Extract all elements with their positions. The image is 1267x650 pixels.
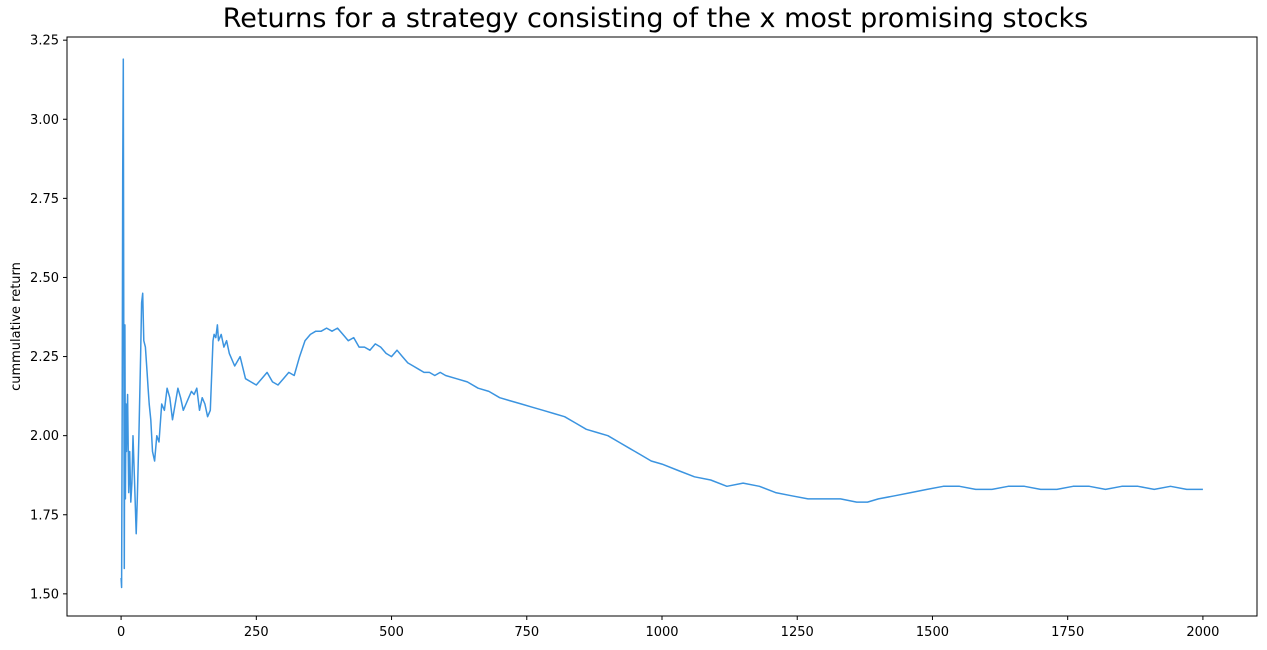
x-tick-label: 2000 [1186,625,1219,640]
y-tick-label: 2.25 [30,350,59,365]
x-tick-label: 250 [244,625,269,640]
y-tick-label: 1.50 [30,587,59,602]
plot-border [66,36,1258,617]
plot-area [66,36,1258,617]
series-line [120,58,1203,589]
x-axis: 0 250 500 750 1000 1250 1500 1750 2000 [117,616,1219,640]
x-tick-label: 1750 [1051,625,1084,640]
x-tick-label: 750 [514,625,539,640]
y-tick-label: 1.75 [30,508,59,523]
x-tick-label: 500 [379,625,404,640]
y-tick-label: 2.00 [30,429,59,444]
y-tick-label: 3.25 [30,34,59,49]
x-tick-label: 1250 [781,625,814,640]
x-tick-label: 1500 [916,625,949,640]
y-tick-label: 2.75 [30,192,59,207]
data-layer [120,58,1203,589]
y-tick-label: 2.50 [30,271,59,286]
x-tick-label: 1000 [645,625,678,640]
x-tick-label: 0 [117,625,125,640]
y-axis-label: cummulative return [9,262,24,391]
y-tick-label: 3.00 [30,113,59,128]
chart-title: Returns for a strategy consisting of the… [222,3,1089,34]
y-axis: 1.50 1.75 2.00 2.25 2.50 2.75 3.00 3.25 [30,34,67,602]
